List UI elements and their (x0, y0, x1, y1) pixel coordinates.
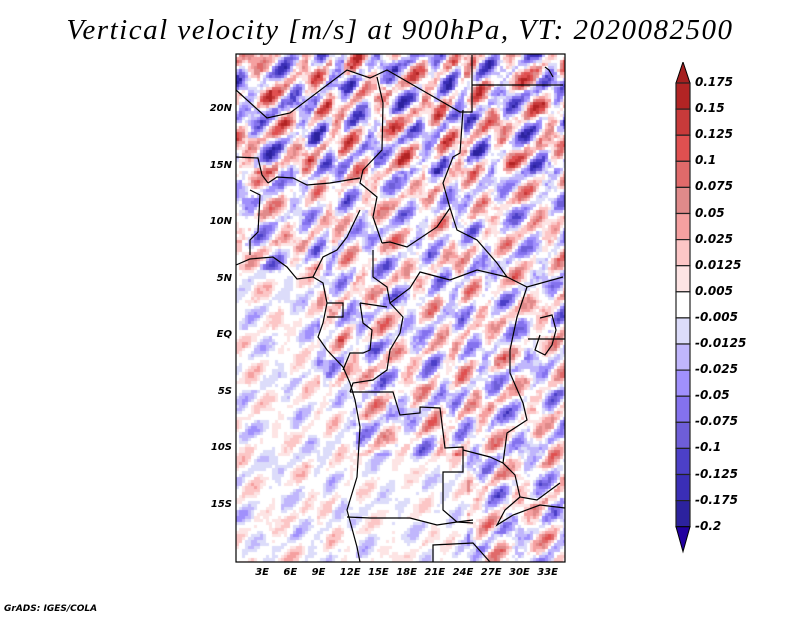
colorbar-box (675, 395, 691, 423)
colorbar-label: 0.0125 (695, 257, 742, 272)
colorbar-label: 0.175 (695, 75, 733, 89)
lat-tick-label: 5S (217, 385, 232, 397)
lon-tick-label: 27E (480, 567, 502, 578)
lon-tick-label: 24E (452, 567, 474, 578)
lon-tick-label: 6E (283, 567, 298, 578)
colorbar-label: 0.1 (695, 153, 717, 168)
lat-tick-label: 10N (209, 216, 232, 228)
colorbar-label: 0.15 (695, 101, 725, 116)
lon-tick-label: 30E (509, 567, 530, 578)
colorbar-box (675, 421, 691, 449)
lon-tick-label: 33E (537, 567, 558, 578)
colorbar-box (675, 265, 691, 293)
colorbar-lower-triangle (675, 526, 691, 554)
lon-tick-label: 9E (311, 567, 326, 578)
colorbar-box (675, 212, 691, 241)
lon-tick-label: 21E (424, 567, 446, 578)
lat-tick-label: 20N (209, 103, 232, 115)
lon-tick-label: 12E (339, 567, 361, 578)
colorbar (675, 62, 691, 554)
colorbar-label: -0.1 (695, 440, 722, 455)
grads-credit: GrADS: IGES/COLA (4, 604, 98, 614)
map-panel (236, 54, 565, 562)
lat-tick-label: 15N (209, 159, 232, 171)
plot-title: Vertical velocity [m/s] at 900hPa, VT: 2… (66, 14, 734, 46)
colorbar-label: -0.05 (695, 388, 730, 403)
lon-tick-label: 18E (396, 567, 417, 578)
colorbar-box (675, 160, 691, 189)
colorbar-label: -0.025 (695, 362, 738, 377)
colorbar-box (675, 447, 691, 476)
colorbar-upper-triangle (675, 62, 691, 84)
colorbar-box (675, 134, 691, 162)
lat-tick-label: 5N (216, 272, 232, 284)
colorbar-box (675, 239, 691, 267)
colorbar-label: -0.0125 (695, 336, 747, 350)
velocity-field (236, 54, 565, 562)
colorbar-box (675, 343, 691, 371)
colorbar-box (675, 369, 691, 397)
lon-tick-label: 3E (255, 567, 269, 578)
colorbar-box (675, 186, 691, 215)
colorbar-label: -0.2 (695, 518, 722, 533)
colorbar-label: 0.125 (695, 127, 733, 142)
colorbar-label: -0.175 (695, 492, 738, 507)
colorbar-label: -0.075 (695, 414, 738, 429)
colorbar-box (675, 500, 691, 528)
colorbar-label: 0.075 (695, 179, 733, 194)
colorbar-box (675, 317, 691, 345)
colorbar-label: -0.005 (695, 309, 738, 324)
lon-tick-label: 15E (368, 567, 389, 578)
lat-tick-label: EQ (216, 329, 232, 341)
lat-tick-label: 15S (210, 498, 232, 510)
colorbar-box (675, 473, 691, 502)
colorbar-label: 0.025 (695, 231, 733, 246)
colorbar-box (675, 291, 691, 319)
colorbar-box (675, 82, 691, 110)
lat-tick-label: 10S (210, 442, 232, 454)
colorbar-box (675, 108, 691, 136)
colorbar-label: 0.05 (695, 205, 725, 220)
colorbar-label: 0.005 (695, 283, 733, 298)
colorbar-label: -0.125 (695, 466, 738, 481)
